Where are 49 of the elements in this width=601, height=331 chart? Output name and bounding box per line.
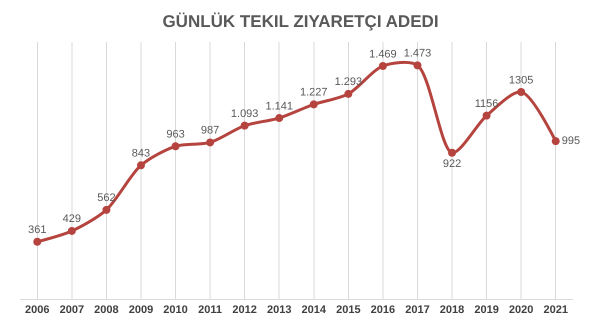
x-tick-label: 2019 (474, 304, 499, 316)
x-tick-label: 2008 (94, 304, 119, 316)
point (275, 114, 284, 122)
point (448, 148, 456, 157)
point (102, 206, 110, 214)
point (552, 137, 560, 146)
x-tick-label: 2018 (440, 304, 464, 316)
x-tick-label: 2016 (370, 304, 396, 316)
data-label: 1156 (474, 98, 498, 110)
data-label: 963 (166, 128, 185, 141)
x-tick-label: 2009 (128, 304, 154, 316)
data-label: 1.473 (404, 48, 432, 60)
point (413, 61, 422, 70)
point (344, 90, 352, 98)
x-tick-label: 2010 (163, 304, 188, 316)
point (172, 142, 180, 150)
point (240, 122, 249, 130)
x-tick-label: 2007 (60, 304, 84, 316)
point (482, 112, 491, 120)
x-tick-label: 2014 (302, 304, 327, 316)
data-label: 1.293 (334, 76, 362, 88)
data-label: 987 (200, 124, 220, 137)
point (33, 238, 42, 246)
point (68, 226, 76, 235)
x-tick-label: 2012 (232, 304, 257, 316)
chart-title: GÜNLÜK TEKIL ZIYARETÇI ADEDI (162, 12, 439, 31)
x-tick-label: 2017 (405, 304, 430, 316)
x-tick-label: 2015 (336, 304, 361, 316)
data-label: 1.093 (230, 108, 258, 120)
data-label: 843 (132, 148, 150, 160)
data-label: 1.227 (300, 86, 328, 99)
x-tick-label: 2021 (543, 304, 568, 316)
point (310, 100, 318, 108)
x-tick-label: 2006 (25, 304, 50, 316)
data-label: 562 (97, 192, 116, 204)
data-label: 1305 (508, 74, 534, 86)
data-label: 1.141 (265, 100, 293, 112)
point (378, 62, 387, 70)
data-label: 1.469 (369, 48, 397, 60)
point (136, 161, 145, 170)
x-tick-label: 2020 (508, 304, 534, 316)
point (517, 88, 526, 96)
data-label: 429 (62, 213, 82, 226)
data-label: 922 (442, 158, 462, 170)
data-label: 361 (28, 224, 46, 236)
data-label: 995 (562, 134, 580, 147)
x-tick-label: 2013 (266, 304, 292, 316)
point (206, 138, 214, 146)
x-tick-label: 2011 (198, 304, 222, 316)
